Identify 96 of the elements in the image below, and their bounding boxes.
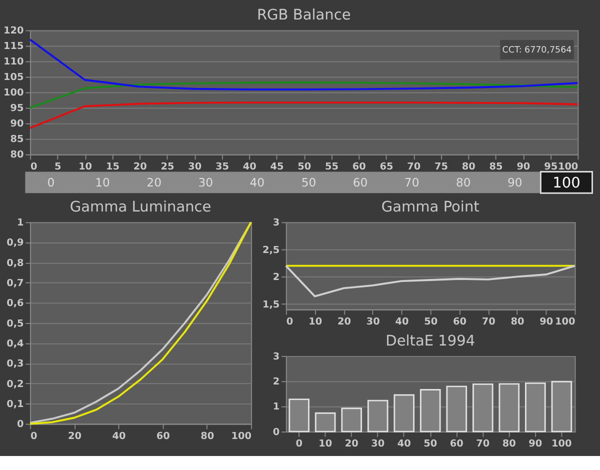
text: 20	[146, 175, 162, 190]
x-tick-label: 60	[156, 430, 170, 442]
y-tick-label: 0,9	[6, 238, 24, 249]
x-tick-label: 60	[352, 161, 366, 172]
line-series	[29, 38, 579, 90]
x-tick-label: 20	[337, 316, 352, 328]
y-tick-label: 110	[4, 56, 24, 68]
x-tick-label: 100	[558, 161, 578, 172]
text: 90	[508, 175, 522, 190]
x-tick-label: 20	[133, 161, 148, 172]
text: 50	[301, 175, 316, 190]
x-tick-label: 45	[270, 161, 284, 172]
x-tick-label: 10	[308, 316, 322, 328]
y-tick-label: 115	[4, 41, 24, 52]
x-tick-label: 80	[502, 438, 516, 450]
x-tick-label: 40	[112, 430, 126, 442]
x-tick-label: 35	[215, 161, 230, 172]
y-tick-label: 0	[17, 419, 24, 430]
text: 0	[47, 175, 55, 190]
x-tick-label: 100	[555, 316, 576, 328]
y-tick-label: 1	[17, 218, 24, 229]
text: 10	[95, 175, 110, 190]
y-tick-label: 0,7	[6, 278, 24, 290]
chart-title: Gamma Luminance	[70, 200, 212, 216]
text: 30	[198, 175, 214, 190]
y-tick-label: 0,2	[6, 378, 24, 390]
x-tick-label: 50	[424, 438, 438, 450]
y-tick-label: 2	[272, 272, 280, 284]
annotation: CCT: 6770,7564	[502, 46, 572, 56]
chart-title: Gamma Point	[381, 200, 480, 216]
x-tick-label: 5	[54, 161, 62, 172]
x-tick-label: 80	[510, 316, 525, 328]
x-tick-label: 10	[318, 438, 332, 450]
x-tick-label: 30	[371, 438, 385, 450]
x-tick-label: 40	[395, 316, 409, 328]
x-tick-label: 50	[424, 316, 438, 328]
x-tick-label: 10	[78, 161, 92, 172]
y-tick-label: 90	[10, 118, 24, 130]
y-tick-label: 0,6	[6, 298, 24, 310]
y-tick-label: 85	[10, 134, 24, 146]
x-tick-label: 65	[380, 161, 394, 172]
y-tick-label: 0,5	[6, 318, 24, 330]
x-tick-label: 90	[528, 438, 542, 450]
x-tick-label: 100	[231, 430, 252, 442]
x-tick-label: 75	[434, 161, 448, 172]
y-tick-label: 0,4	[6, 338, 24, 350]
x-tick-label: 0	[30, 161, 38, 172]
y-tick-label: 0,1	[6, 399, 24, 410]
line-series	[29, 102, 579, 129]
x-tick-label: 0	[286, 316, 294, 328]
y-tick-label: 2,5	[262, 244, 280, 256]
y-tick-label: 0,3	[6, 358, 24, 370]
x-tick-label: 95	[544, 161, 558, 172]
x-tick-label: 50	[298, 161, 312, 172]
x-tick-label: 100	[552, 438, 572, 450]
x-tick-label: 20	[344, 438, 359, 450]
x-tick-label: 70	[407, 161, 421, 172]
x-tick-label: 70	[482, 316, 496, 328]
x-tick-label: 85	[489, 161, 504, 172]
x-tick-label: 0	[30, 430, 38, 442]
y-tick-label: 80	[10, 150, 24, 161]
text: 100	[552, 175, 580, 192]
x-tick-label: 25	[160, 161, 174, 172]
text: 40	[250, 175, 265, 190]
line-series	[284, 264, 576, 298]
y-tick-label: 100	[4, 88, 24, 99]
x-tick-label: 80	[462, 161, 476, 172]
x-tick-label: 60	[453, 316, 467, 328]
y-tick-label: 3	[272, 351, 280, 362]
x-tick-label: 55	[325, 161, 339, 172]
y-tick-label: 3	[272, 218, 280, 229]
x-tick-label: 40	[397, 438, 412, 450]
y-tick-label: 1	[272, 402, 280, 413]
x-tick-label: 80	[200, 430, 214, 442]
x-tick-label: 30	[366, 316, 380, 328]
y-tick-label: 105	[4, 72, 24, 84]
x-tick-label: 90	[540, 316, 554, 328]
line-series	[29, 81, 579, 109]
y-tick-label: 1,5	[262, 299, 280, 310]
x-tick-label: 90	[516, 161, 530, 172]
y-tick-label: 95	[10, 103, 24, 114]
x-tick-label: 15	[106, 161, 120, 172]
x-tick-label: 40	[242, 161, 257, 172]
x-tick-label: 20	[68, 430, 82, 442]
x-tick-label: 60	[450, 438, 464, 450]
y-tick-label: 120	[4, 26, 24, 37]
text: 60	[352, 175, 368, 190]
text: 80	[456, 175, 471, 190]
chart-title: RGB Balance	[256, 8, 351, 24]
y-tick-label: 2	[272, 376, 280, 388]
x-tick-label: 0	[296, 438, 303, 450]
y-tick-label: 0,8	[6, 258, 24, 269]
chart-title: DeltaE 1994	[386, 333, 476, 350]
x-tick-label: 70	[476, 438, 490, 450]
text: 70	[404, 175, 420, 190]
x-tick-label: 30	[188, 161, 202, 172]
